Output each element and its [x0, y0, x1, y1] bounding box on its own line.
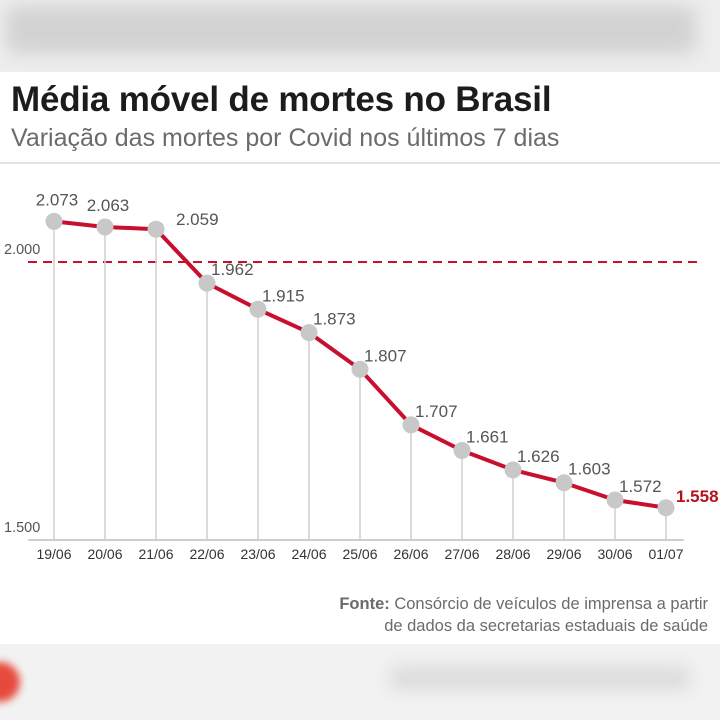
value-label-3: 1.962: [211, 260, 254, 279]
y-tick-label-1: 2.000: [4, 242, 40, 258]
blurred-header-text: [6, 6, 696, 54]
value-label-5: 1.873: [313, 310, 356, 329]
data-point-3: [198, 274, 216, 292]
x-tick-label-7: 26/06: [393, 546, 428, 562]
value-label-6: 1.807: [364, 346, 407, 365]
source-note: Fonte: Consórcio de veículos de imprensa…: [339, 593, 708, 637]
source-line-1: Consórcio de veículos de imprensa a part…: [394, 595, 708, 613]
data-point-7: [402, 416, 420, 434]
x-tick-label-9: 28/06: [495, 546, 530, 562]
x-tick-label-4: 23/06: [240, 546, 275, 562]
source-line-2: de dados da secretarias estaduais de saú…: [384, 617, 708, 635]
line-chart: 1.500 2.000 2.073 2.063 2.059 1.962 1.915 1.873…: [4, 190, 719, 562]
x-tick-label-0: 19/06: [36, 546, 71, 562]
chart-subtitle: Variação das mortes por Covid nos último…: [11, 124, 560, 152]
x-tick-label-10: 29/06: [546, 546, 581, 562]
data-point-9: [504, 461, 522, 479]
value-label-11: 1.572: [619, 477, 662, 496]
y-tick-label-0: 1.500: [4, 520, 40, 536]
value-label-1: 2.063: [87, 196, 130, 215]
value-label-8: 1.661: [466, 427, 509, 446]
data-point-4: [249, 300, 267, 318]
chart-card: [0, 72, 720, 644]
value-label-7: 1.707: [415, 402, 458, 421]
x-tick-label-11: 30/06: [597, 546, 632, 562]
x-tick-label-3: 22/06: [189, 546, 224, 562]
data-point-11: [606, 491, 624, 509]
data-point-0: [45, 212, 63, 230]
x-tick-label-8: 27/06: [444, 546, 479, 562]
value-label-4: 1.915: [262, 286, 305, 305]
data-point-6: [351, 360, 369, 378]
title-divider: [0, 162, 720, 164]
data-point-2: [147, 220, 165, 238]
blurred-footer-dot: [0, 662, 20, 702]
value-label-2: 2.059: [176, 210, 219, 229]
value-label-9: 1.626: [517, 447, 560, 466]
data-point-5: [300, 324, 318, 342]
value-label-0: 2.073: [36, 190, 79, 209]
chart-title: Média móvel de mortes no Brasil: [11, 80, 552, 119]
data-point-10: [555, 474, 573, 492]
data-point-8: [453, 441, 471, 459]
value-label-12: 1.558: [676, 487, 719, 506]
blurred-footer-text: [390, 666, 690, 690]
x-tick-label-1: 20/06: [87, 546, 122, 562]
x-tick-label-12: 01/07: [648, 546, 683, 562]
value-label-10: 1.603: [568, 460, 611, 479]
data-point-1: [96, 218, 114, 236]
x-tick-label-5: 24/06: [291, 546, 326, 562]
source-label: Fonte:: [339, 595, 390, 613]
blurred-footer: [0, 644, 720, 720]
blurred-header: [0, 0, 720, 72]
data-point-12: [657, 499, 675, 517]
x-tick-label-6: 25/06: [342, 546, 377, 562]
x-tick-label-2: 21/06: [138, 546, 173, 562]
